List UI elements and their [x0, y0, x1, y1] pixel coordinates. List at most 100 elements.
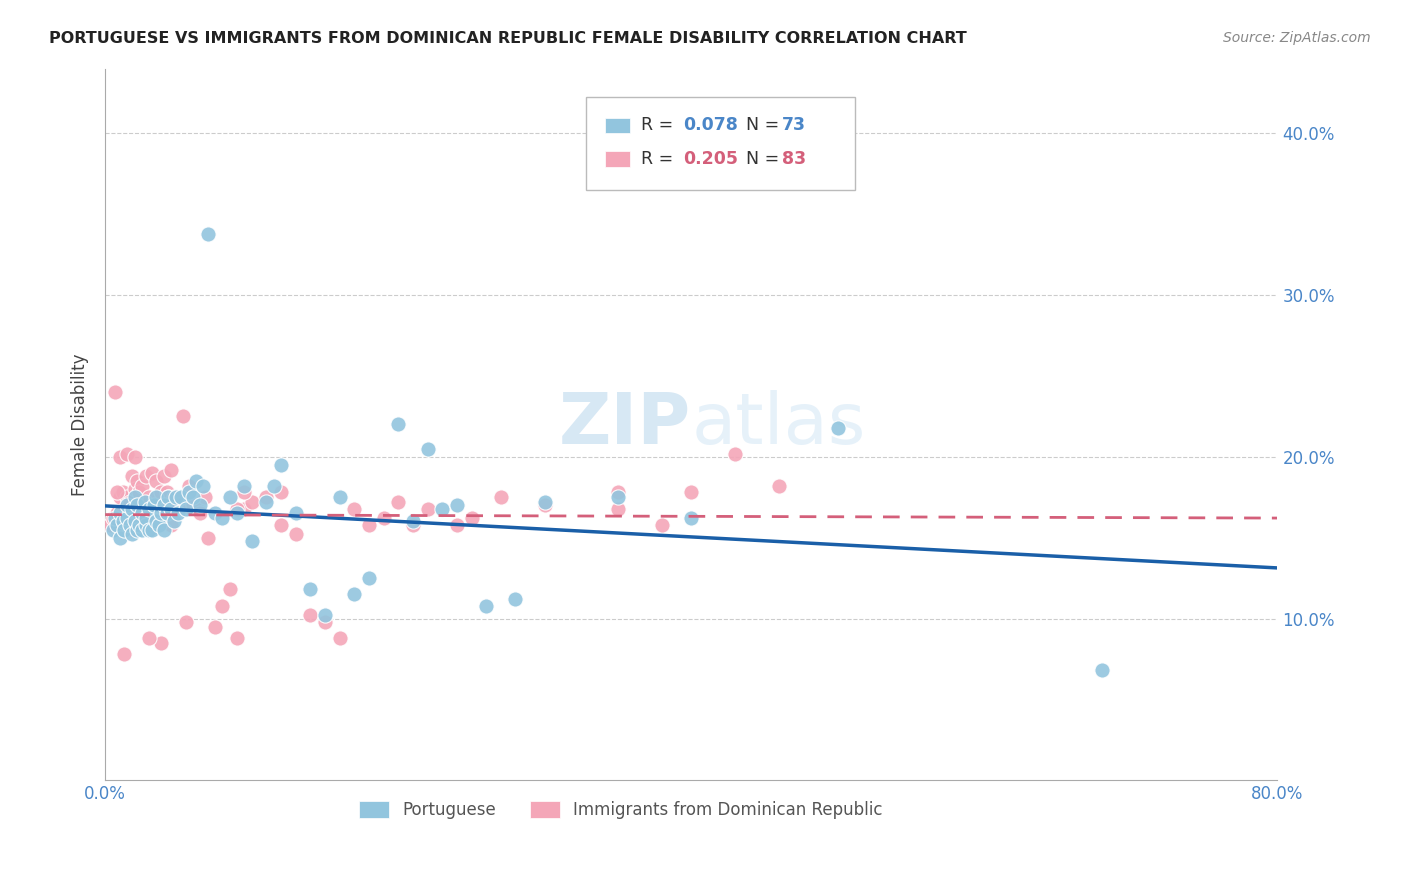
Point	[681, 511, 703, 525]
Point	[254, 490, 277, 504]
Point	[343, 587, 366, 601]
Point	[131, 479, 153, 493]
Point	[121, 469, 143, 483]
FancyBboxPatch shape	[605, 118, 630, 133]
Text: R =: R =	[641, 150, 679, 168]
Point	[240, 533, 263, 548]
Point	[373, 511, 395, 525]
Point	[226, 501, 249, 516]
Point	[124, 490, 146, 504]
Point	[101, 511, 124, 525]
Point	[141, 523, 163, 537]
Point	[416, 501, 439, 516]
Point	[204, 619, 226, 633]
Point	[194, 490, 217, 504]
Point	[145, 490, 167, 504]
Point	[174, 615, 197, 629]
Point	[153, 523, 176, 537]
Point	[226, 631, 249, 645]
Point	[170, 490, 193, 504]
Point	[120, 495, 142, 509]
Point	[131, 507, 153, 521]
Point	[190, 498, 212, 512]
Point	[105, 517, 128, 532]
Point	[768, 479, 790, 493]
Point	[160, 501, 183, 516]
Point	[181, 498, 204, 512]
Point	[177, 485, 200, 500]
Point	[489, 490, 512, 504]
Point	[329, 631, 352, 645]
Point	[111, 485, 134, 500]
Point	[160, 463, 183, 477]
Point	[270, 485, 292, 500]
Point	[142, 495, 165, 509]
Point	[135, 469, 157, 483]
Point	[724, 446, 747, 460]
Text: atlas: atlas	[692, 390, 866, 458]
Point	[128, 485, 150, 500]
Point	[163, 490, 186, 504]
Point	[167, 507, 190, 521]
Point	[186, 501, 208, 516]
Text: 0.205: 0.205	[683, 150, 738, 168]
Point	[127, 474, 149, 488]
Point	[607, 490, 630, 504]
Point	[263, 479, 285, 493]
Text: N =: N =	[735, 117, 785, 135]
Point	[240, 495, 263, 509]
Point	[156, 485, 179, 500]
Text: 0.078: 0.078	[683, 117, 738, 135]
Point	[475, 599, 498, 613]
Point	[197, 531, 219, 545]
Point	[460, 511, 482, 525]
Point	[142, 498, 165, 512]
Point	[145, 490, 167, 504]
FancyBboxPatch shape	[605, 151, 630, 167]
Point	[131, 498, 153, 512]
Point	[681, 485, 703, 500]
Point	[131, 523, 153, 537]
Text: 73: 73	[782, 117, 806, 135]
Point	[131, 507, 153, 521]
Point	[141, 466, 163, 480]
Point	[299, 582, 322, 597]
Point	[121, 501, 143, 516]
Point	[108, 507, 131, 521]
Text: PORTUGUESE VS IMMIGRANTS FROM DOMINICAN REPUBLIC FEMALE DISABILITY CORRELATION C: PORTUGUESE VS IMMIGRANTS FROM DOMINICAN …	[49, 31, 967, 46]
Point	[148, 498, 170, 512]
Point	[115, 446, 138, 460]
Point	[157, 490, 180, 504]
Text: R =: R =	[641, 117, 679, 135]
Point	[148, 517, 170, 532]
Point	[181, 490, 204, 504]
Text: 83: 83	[782, 150, 806, 168]
Point	[402, 517, 425, 532]
Point	[112, 523, 135, 537]
Point	[128, 517, 150, 532]
Y-axis label: Female Disability: Female Disability	[72, 353, 89, 496]
Point	[387, 417, 409, 432]
Point	[190, 507, 212, 521]
Point	[135, 511, 157, 525]
Point	[387, 495, 409, 509]
Point	[254, 495, 277, 509]
Point	[193, 479, 215, 493]
Point	[218, 490, 240, 504]
Point	[233, 485, 256, 500]
Point	[112, 511, 135, 525]
Point	[314, 615, 336, 629]
Point	[177, 479, 200, 493]
Text: N =: N =	[735, 150, 785, 168]
Point	[1090, 663, 1112, 677]
Point	[167, 498, 190, 512]
Point	[172, 409, 194, 424]
Point	[197, 227, 219, 241]
Point	[827, 420, 849, 434]
Text: ZIP: ZIP	[560, 390, 692, 458]
Legend: Portuguese, Immigrants from Dominican Republic: Portuguese, Immigrants from Dominican Re…	[353, 794, 889, 825]
Point	[104, 511, 127, 525]
Point	[211, 599, 233, 613]
Point	[284, 527, 307, 541]
Point	[432, 501, 454, 516]
